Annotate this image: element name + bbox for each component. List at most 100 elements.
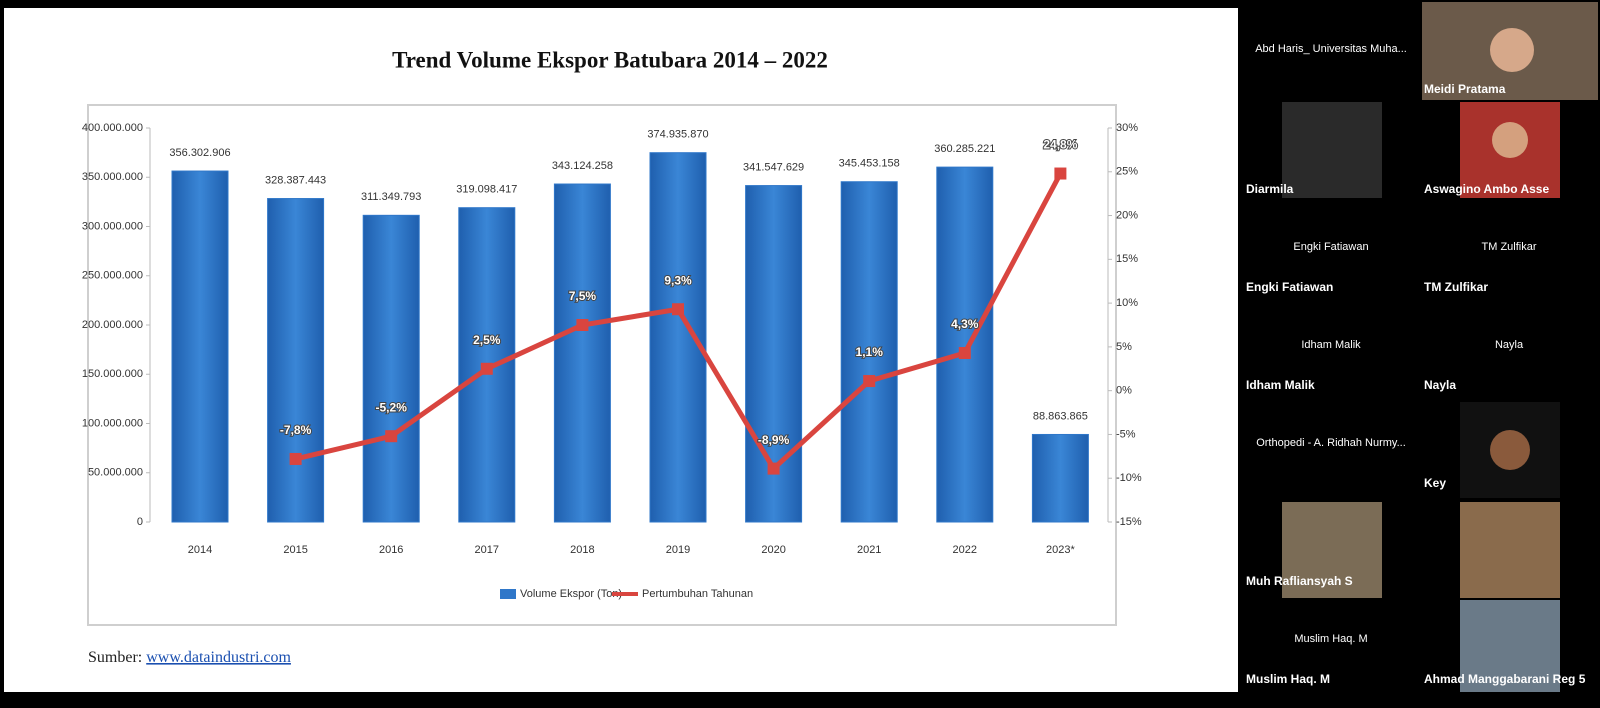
y2-tick-label: 5% <box>1116 341 1132 353</box>
y2-tick-label: 15% <box>1116 253 1138 265</box>
bar-value-label: 356.302.906 <box>169 147 230 159</box>
participant-display-name: Abd Haris_ Universitas Muha... <box>1255 43 1407 55</box>
x-tick-label: 2020 <box>761 544 785 556</box>
legend-label: Volume Ekspor (Ton) <box>520 588 622 600</box>
source-label: Sumber: <box>88 649 142 666</box>
participant-display-name: Muslim Haq. M <box>1294 633 1367 645</box>
x-tick-label: 2014 <box>188 544 212 556</box>
line-value-label: 9,3% <box>664 273 692 287</box>
x-tick-label: 2016 <box>379 544 403 556</box>
legend-swatch <box>500 589 516 599</box>
participant-label: Aswagino Ambo Asse <box>1424 182 1549 196</box>
participant-display-name: Engki Fatiawan <box>1293 241 1368 253</box>
x-tick-label: 2021 <box>857 544 881 556</box>
source-link[interactable]: www.dataindustri.com <box>146 649 291 666</box>
y2-tick-label: 10% <box>1116 297 1138 309</box>
participant-label: Nayla <box>1424 378 1456 392</box>
avatar <box>1490 430 1530 470</box>
x-tick-label: 2023* <box>1046 544 1075 556</box>
legend-label: Pertumbuhan Tahunan <box>642 588 753 600</box>
y-tick-label: 150.000.000 <box>82 368 143 380</box>
line-value-label: -5,2% <box>376 400 408 414</box>
participant-label: Engki Fatiawan <box>1246 280 1333 294</box>
participant-label: Meidi Pratama <box>1424 82 1506 96</box>
video-tile <box>1460 600 1560 692</box>
video-tile <box>1282 502 1382 598</box>
participant-display-name: Idham Malik <box>1301 339 1361 351</box>
line-value-label: 4,3% <box>951 317 979 331</box>
bar-value-label: 88.863.865 <box>1033 410 1088 422</box>
y2-tick-label: 25% <box>1116 166 1138 178</box>
line-marker <box>767 462 780 475</box>
avatar <box>1492 122 1528 158</box>
participant-names: Abd Haris_ Universitas Muha... Meidi Prat… <box>1246 43 1586 686</box>
participant-label: Key <box>1424 476 1446 490</box>
line-value-label: 2,5% <box>473 333 501 347</box>
line-value-label: 24,8% <box>1043 138 1077 152</box>
video-tile <box>1282 102 1382 198</box>
y-tick-label: 300.000.000 <box>82 220 143 232</box>
y-tick-label: 250.000.000 <box>82 270 143 282</box>
x-tick-label: 2015 <box>283 544 307 556</box>
bar-value-label: 319.098.417 <box>456 184 517 196</box>
bar-value-label: 328.387.443 <box>265 174 326 186</box>
y2-tick-label: -10% <box>1116 472 1142 484</box>
line-value-label: 7,5% <box>569 289 597 303</box>
y2-tick-label: 20% <box>1116 209 1138 221</box>
participant-label: TM Zulfikar <box>1424 280 1488 294</box>
participant-label: Ahmad Manggabarani Reg 5 <box>1424 672 1586 686</box>
y-tick-label: 0 <box>137 516 143 528</box>
y2-tick-label: -15% <box>1116 516 1142 528</box>
avatar <box>1490 28 1534 72</box>
x-tick-label: 2018 <box>570 544 594 556</box>
bar <box>1031 433 1089 523</box>
participant-label: Muh Rafliansyah S <box>1246 574 1353 588</box>
participant-label: Idham Malik <box>1246 378 1315 392</box>
participant-label: Muslim Haq. M <box>1246 672 1330 686</box>
y-tick-label: 50.000.000 <box>88 467 143 479</box>
y2-tick-label: 0% <box>1116 385 1132 397</box>
x-tick-label: 2017 <box>475 544 499 556</box>
chart-title: Trend Volume Ekspor Batubara 2014 – 2022 <box>392 47 828 72</box>
line-marker <box>289 452 302 465</box>
y-tick-label: 400.000.000 <box>82 122 143 134</box>
x-tick-label: 2019 <box>666 544 690 556</box>
participant-display-name: Orthopedi - A. Ridhah Nurmy... <box>1256 437 1406 449</box>
bar <box>171 170 229 523</box>
bar-value-label: 360.285.221 <box>934 143 995 155</box>
y-tick-label: 200.000.000 <box>82 319 143 331</box>
video-tile <box>1460 502 1560 598</box>
y2-tick-label: -5% <box>1116 428 1136 440</box>
participant-label: Diarmila <box>1246 182 1294 196</box>
line-marker <box>385 430 398 443</box>
line-marker <box>672 303 684 316</box>
line-value-label: -7,8% <box>280 423 312 437</box>
line-marker <box>576 319 589 331</box>
bar <box>553 183 611 523</box>
y-tick-label: 350.000.000 <box>82 171 143 183</box>
line-marker <box>958 347 971 360</box>
line-marker <box>480 362 493 375</box>
bar-value-label: 345.453.158 <box>839 158 900 170</box>
line-value-label: -8,9% <box>758 433 790 447</box>
participant-display-name: TM Zulfikar <box>1482 241 1537 253</box>
bar <box>840 181 898 523</box>
source: Sumber: www.dataindustri.com <box>88 649 291 666</box>
y2-tick-label: 30% <box>1116 122 1138 134</box>
line-marker <box>1054 167 1067 180</box>
bar-value-label: 341.547.629 <box>743 161 804 173</box>
participant-panel <box>1282 2 1598 692</box>
line-value-label: 1,1% <box>856 345 884 359</box>
x-tick-label: 2022 <box>953 544 977 556</box>
bar-value-label: 343.124.258 <box>552 160 613 172</box>
bar-value-label: 311.349.793 <box>361 191 421 203</box>
bar <box>267 198 325 523</box>
bar <box>362 214 420 523</box>
participant-display-name: Nayla <box>1495 339 1524 351</box>
bar <box>936 166 994 523</box>
y-tick-label: 100.000.000 <box>82 417 143 429</box>
bar-value-label: 374.935.870 <box>647 129 708 141</box>
line-marker <box>863 375 876 388</box>
